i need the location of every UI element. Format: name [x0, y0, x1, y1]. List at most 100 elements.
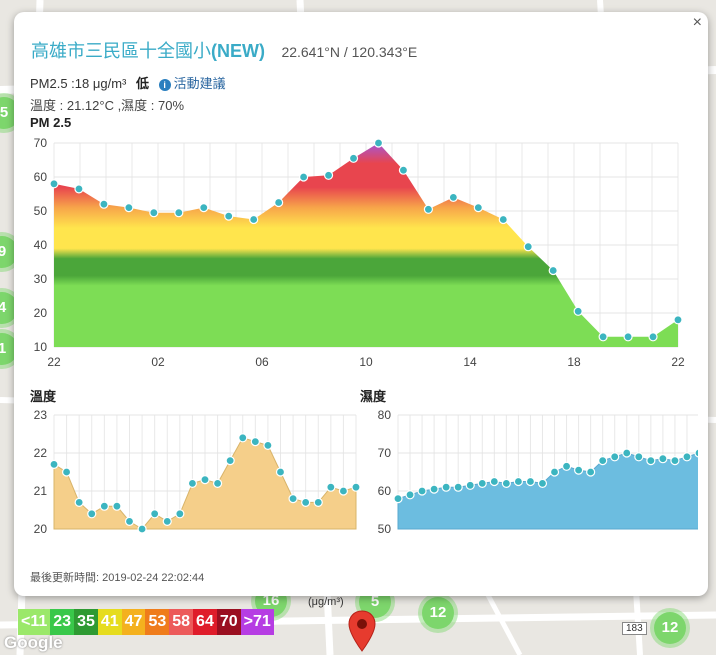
- data-point: [574, 465, 584, 475]
- pm-value: PM2.5 :18 μg/m³: [30, 76, 127, 91]
- legend-item: 70: [216, 609, 241, 635]
- legend-item: 41: [97, 609, 122, 635]
- data-point: [501, 478, 511, 489]
- x-tick-label: 02: [151, 355, 165, 369]
- data-point: [548, 265, 558, 276]
- data-point: [137, 524, 147, 534]
- data-point: [623, 332, 633, 342]
- y-tick-label: 50: [34, 204, 48, 218]
- map-cluster-marker[interactable]: 12: [654, 612, 686, 644]
- data-point: [112, 501, 122, 511]
- map-cluster-marker[interactable]: 1: [0, 333, 18, 365]
- map-cluster-marker[interactable]: 9: [0, 236, 18, 268]
- y-tick-label: 70: [378, 446, 392, 460]
- data-point: [175, 509, 185, 519]
- data-point: [586, 467, 596, 477]
- data-point: [224, 211, 234, 221]
- temperature-chart: 20 21 22 23: [34, 408, 361, 536]
- data-point: [249, 214, 259, 225]
- activity-advice-link[interactable]: 活動建議: [173, 76, 226, 91]
- data-point: [573, 306, 583, 316]
- data-point: [274, 197, 284, 208]
- data-point: [441, 482, 451, 492]
- last-updated: 最後更新時間: 2019-02-24 22:02:44: [30, 572, 205, 584]
- data-point: [694, 448, 698, 458]
- data-point: [448, 192, 458, 203]
- series-area: [54, 143, 678, 347]
- map-cluster-marker[interactable]: 4: [0, 292, 18, 324]
- data-point: [610, 452, 620, 462]
- data-point: [162, 516, 172, 527]
- data-point: [549, 467, 560, 477]
- map-cluster-marker[interactable]: 12: [422, 597, 454, 629]
- data-point: [525, 476, 536, 487]
- x-tick-label: 22: [47, 355, 61, 369]
- legend-item: >71: [240, 609, 274, 635]
- google-logo: Google: [4, 633, 63, 652]
- info-icon[interactable]: i: [158, 78, 171, 91]
- data-point: [299, 172, 309, 182]
- data-point: [598, 455, 608, 466]
- popup-header: 高雄市三民區十全國小(NEW) 22.641°N / 120.343°E: [31, 37, 417, 63]
- legend-item: 58: [169, 609, 194, 635]
- data-point: [393, 493, 403, 504]
- data-point: [74, 184, 84, 194]
- data-point: [49, 459, 59, 470]
- data-point: [598, 332, 608, 342]
- data-point: [61, 467, 72, 477]
- data-point: [288, 493, 298, 504]
- data-point: [326, 482, 336, 492]
- data-point: [124, 516, 135, 527]
- y-tick-label: 30: [34, 272, 48, 286]
- site-coordinates: 22.641°N / 120.343°E: [281, 44, 418, 60]
- x-tick-label: 06: [255, 355, 269, 369]
- road-shield: 183: [622, 622, 647, 635]
- data-point: [465, 480, 475, 490]
- data-point: [398, 165, 409, 175]
- data-point: [537, 478, 548, 489]
- legend-item: 53: [145, 609, 170, 635]
- data-point: [150, 509, 160, 519]
- temperature-chart-title: 溫度: [30, 389, 57, 404]
- data-point: [338, 486, 349, 496]
- data-point: [212, 478, 223, 489]
- data-point: [313, 497, 323, 508]
- data-point: [87, 509, 97, 519]
- close-icon[interactable]: ×: [692, 14, 702, 31]
- data-point: [373, 138, 384, 148]
- data-point: [473, 202, 483, 213]
- data-point: [634, 452, 644, 462]
- legend-item: 64: [193, 609, 217, 635]
- data-point: [673, 315, 683, 325]
- data-point: [453, 482, 463, 492]
- data-point: [670, 455, 680, 466]
- pm-summary: PM2.5 :18 μg/m³ 低 i 活動建議: [30, 73, 226, 92]
- data-point: [622, 448, 632, 458]
- y-tick-label: 10: [34, 340, 48, 354]
- data-point: [405, 490, 415, 500]
- y-tick-label: 80: [378, 408, 392, 422]
- location-pin-icon[interactable]: [348, 610, 376, 652]
- legend-unit: (μg/m³): [308, 596, 344, 608]
- data-point: [124, 202, 134, 213]
- humidity-chart-title: 濕度: [360, 389, 387, 404]
- legend-item: 35: [74, 609, 98, 635]
- data-point: [498, 214, 508, 225]
- data-point: [74, 497, 84, 508]
- data-point: [682, 452, 692, 462]
- legend-item: <11: [18, 609, 51, 635]
- data-point: [429, 484, 439, 494]
- data-point: [423, 204, 433, 214]
- data-point: [351, 482, 361, 492]
- data-point: [275, 467, 286, 477]
- data-point: [187, 478, 198, 489]
- data-point: [417, 486, 427, 496]
- data-point: [200, 474, 210, 485]
- data-point: [238, 433, 248, 443]
- data-point: [561, 461, 572, 471]
- data-point: [225, 455, 235, 466]
- y-tick-label: 21: [34, 484, 48, 498]
- data-point: [99, 199, 109, 209]
- legend-item: 23: [50, 609, 75, 635]
- data-point: [489, 476, 499, 487]
